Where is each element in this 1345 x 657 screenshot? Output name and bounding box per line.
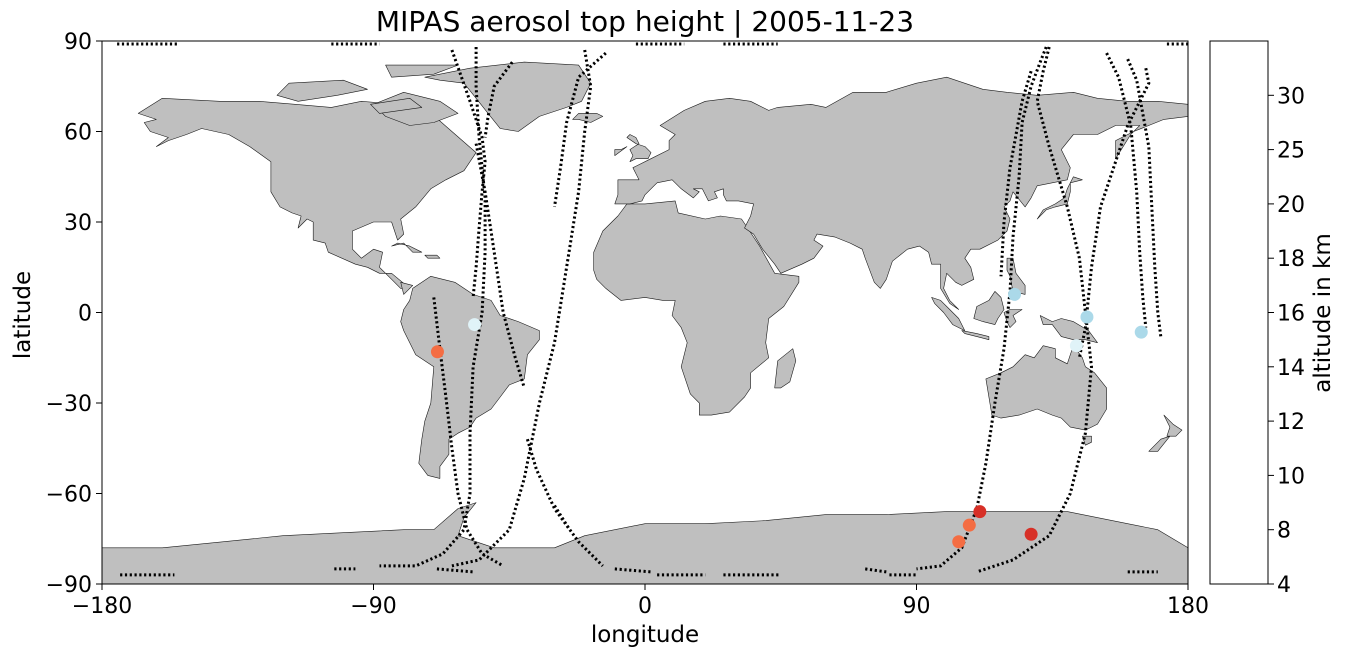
land-polygon [400,281,414,295]
land-polygon [614,76,1189,310]
y-tick-label: 30 [64,211,92,236]
y-tick-label: −60 [46,483,92,508]
y-tick-label: 90 [64,30,92,55]
land-polygon [276,79,368,102]
map-plot-area [101,41,1189,585]
aerosol-point [1008,287,1022,301]
aerosol-point [973,505,987,519]
x-tick-label: −90 [350,594,396,619]
x-axis-label: longitude [591,622,699,648]
colorbar-tick-label: 16 [1277,302,1305,327]
x-tick-label: 0 [638,594,652,619]
colorbar-label: altitude in km [1310,233,1336,393]
land-polygon [385,64,459,78]
aerosol-point [1024,527,1038,541]
land-polygon [774,348,797,389]
satellite-track [916,46,1048,571]
colorbar-frame [1209,40,1269,585]
polar-track-segment [864,567,887,574]
polar-track-segment [614,567,652,574]
colorbar-tick-label: 8 [1277,519,1291,544]
colorbar-tick-label: 18 [1277,247,1305,272]
land-polygon [985,345,1107,431]
y-tick-label: 60 [64,121,92,146]
satellite-track [999,70,1033,277]
land-polygon [101,502,1189,585]
land-polygon [424,61,592,132]
y-tick-label: 0 [78,302,92,327]
y-tick-label: −30 [46,392,92,417]
land-polygon [1036,176,1083,220]
land-polygon [1006,257,1026,295]
aerosol-point [1069,339,1083,353]
aerosol-point [1080,310,1094,324]
x-tick-label: 90 [903,594,931,619]
satellite-track [553,51,607,208]
y-axis-label: latitude [10,271,36,359]
colorbar: 4 8 10 12 14 16 18 20 25 30 [1209,40,1305,598]
aerosol-point [952,535,966,549]
x-tick-label: 180 [1167,594,1209,619]
land-polygon [626,134,652,162]
polar-track-segment [436,567,474,574]
satellite-track [474,143,526,389]
colorbar-tick-label: 20 [1277,193,1305,218]
land-polygon [593,200,800,416]
satellite-track [450,49,487,298]
land-polygon [391,242,423,253]
satellite-track [525,438,604,567]
aerosol-point [962,518,976,532]
colorbar-tick-label: 30 [1277,84,1305,109]
x-tick-label: −180 [72,594,132,619]
colorbar-tick-label: 4 [1277,573,1291,598]
land-polygon [400,275,540,479]
land-polygon [961,330,990,341]
land-polygon [1148,435,1171,452]
satellite-track [1126,58,1163,337]
y-tick-label: −90 [46,573,92,598]
satellite-track [483,61,514,138]
colorbar-tick-label: 14 [1277,356,1305,381]
land-polygon [931,297,966,331]
colorbar-tick-label: 25 [1277,139,1305,164]
colorbar-tick-label: 12 [1277,410,1305,435]
land-polygon [424,254,441,259]
chart-title: MIPAS aerosol top height | 2005-11-23 [376,5,914,38]
land-polygon [1163,414,1183,437]
aerosol-point [430,345,444,359]
colorbar-tick-label: 10 [1277,464,1305,489]
land-polygon [370,98,423,114]
land-polygon [973,291,1005,325]
aerosol-point [468,318,482,332]
aerosol-point [1134,325,1148,339]
land-polygon [614,146,628,156]
